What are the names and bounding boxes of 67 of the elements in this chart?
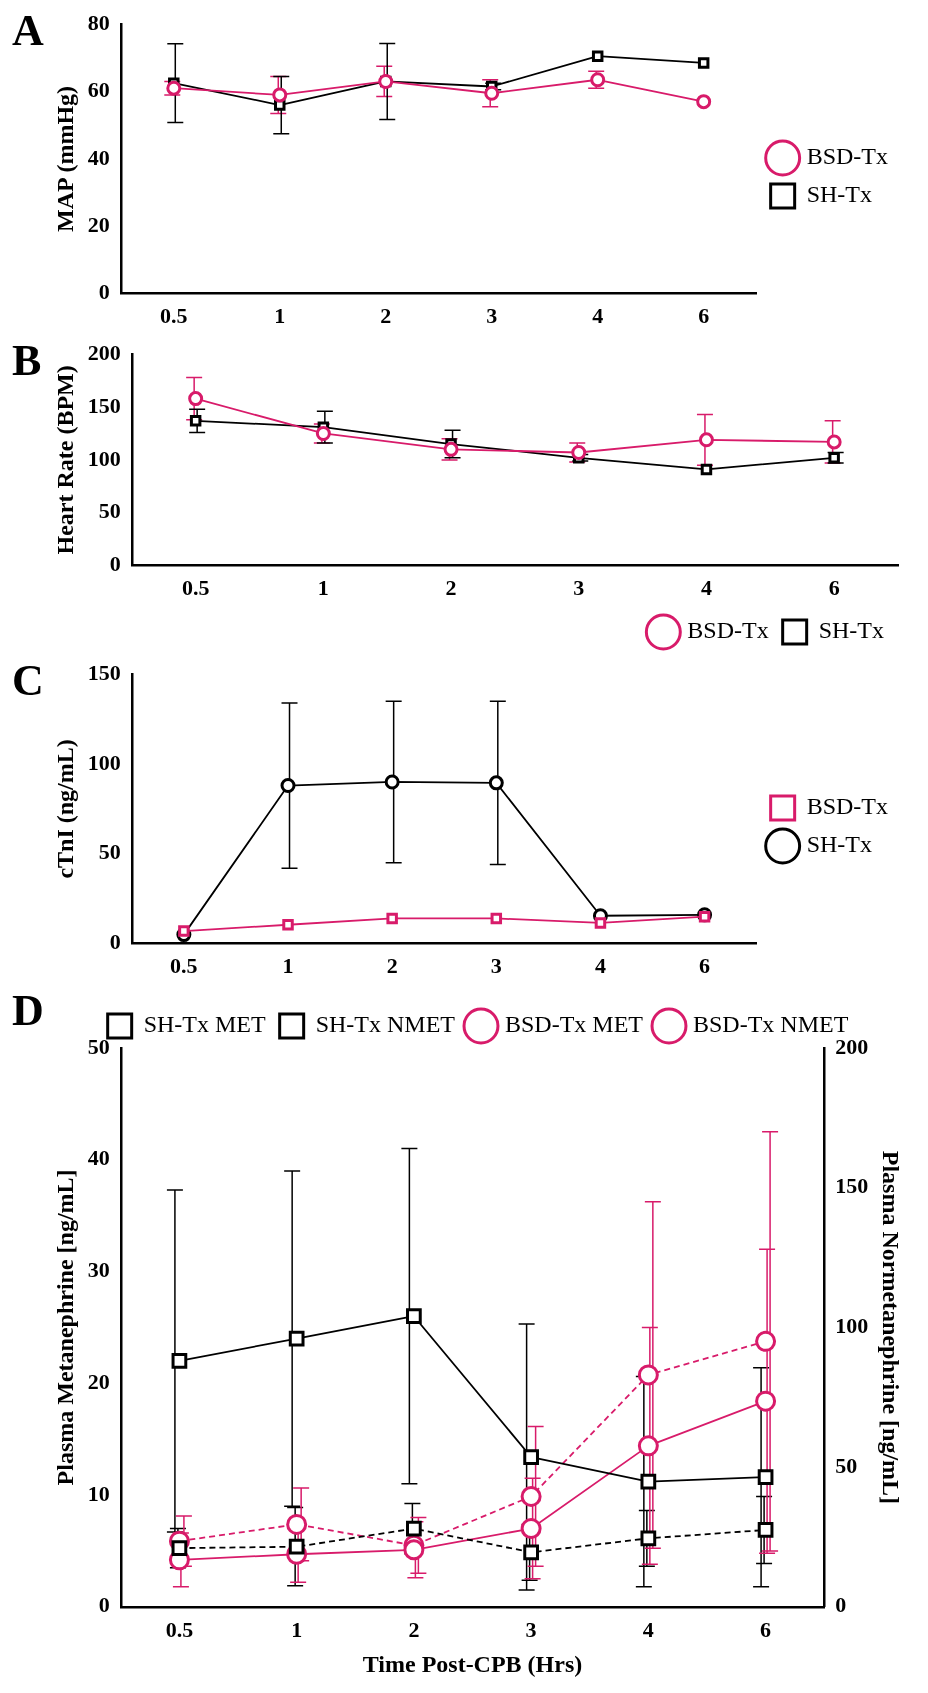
y-tick-label: 150 xyxy=(87,659,121,685)
y-tick-label: 60 xyxy=(87,77,110,103)
x-tick-label: 6 xyxy=(698,303,710,329)
x-tick-label: 3 xyxy=(490,953,502,979)
legend-label: SH-Tx MET xyxy=(143,1011,267,1038)
x-tick-label: 3 xyxy=(573,575,585,601)
legend-label: BSD-Tx MET xyxy=(504,1011,644,1038)
x-tick-label: 0.5 xyxy=(165,1616,194,1642)
x-tick-label: 3 xyxy=(525,1616,537,1642)
legend-label: SH-Tx NMET xyxy=(315,1011,456,1038)
x-tick-label: 0.5 xyxy=(170,953,198,979)
x-tick-label: 2 xyxy=(386,953,398,979)
text: A xyxy=(12,6,44,56)
y-tick-label: 40 xyxy=(87,1145,110,1171)
y-tick-label: 100 xyxy=(87,749,121,775)
x-tick-label: 1 xyxy=(291,1616,303,1642)
x-tick-label: 6 xyxy=(760,1616,772,1642)
x-tick-label: 0.5 xyxy=(181,575,210,601)
y-tick-label: 50 xyxy=(98,498,121,524)
y-axis-title: MAP (mmHg) xyxy=(51,85,78,232)
y-tick-label: 20 xyxy=(87,1368,110,1394)
x-tick-label: 4 xyxy=(700,575,712,601)
legend-label: SH-Tx xyxy=(806,181,872,208)
legend-label: BSD-Tx xyxy=(687,617,769,644)
y-tick-label: 0 xyxy=(98,279,110,305)
y-tick-label: 0 xyxy=(109,551,121,577)
legend-label: BSD-Tx xyxy=(806,793,888,820)
x-tick-label: 6 xyxy=(699,953,711,979)
x-tick-label: 1 xyxy=(274,303,286,329)
y-tick-label: 0 xyxy=(109,929,121,955)
x-axis-title: Time Post-CPB (Hrs) xyxy=(362,1650,583,1677)
legend-label: SH-Tx xyxy=(806,831,872,858)
y-tick-label: 50 xyxy=(87,1033,110,1059)
text: D xyxy=(12,986,44,1036)
y2-tick-label: 0 xyxy=(835,1592,847,1618)
x-tick-label: 1 xyxy=(317,575,329,601)
legend-label: SH-Tx xyxy=(818,617,885,644)
y2-axis-title: Plasma Normetanephrine [ng/mL] xyxy=(878,1150,905,1505)
y-tick-label: 30 xyxy=(87,1257,110,1283)
x-tick-label: 0.5 xyxy=(160,303,188,329)
y-tick-label: 80 xyxy=(87,9,110,35)
x-tick-label: 2 xyxy=(380,303,392,329)
x-tick-label: 4 xyxy=(594,953,606,979)
y-tick-label: 20 xyxy=(87,211,110,237)
y-tick-label: 50 xyxy=(98,839,121,865)
y2-tick-label: 50 xyxy=(835,1452,858,1478)
y2-tick-label: 100 xyxy=(835,1313,869,1339)
y-axis-title: Plasma Metanephrine [ng/mL] xyxy=(51,1169,78,1486)
y2-tick-label: 150 xyxy=(835,1173,869,1199)
y-axis-title: Heart Rate (BPM) xyxy=(51,365,78,555)
text: C xyxy=(12,656,44,706)
y-axis-title: cTnI (ng/mL) xyxy=(51,739,78,879)
y-tick-label: 40 xyxy=(87,144,110,170)
x-tick-label: 6 xyxy=(828,575,840,601)
x-tick-label: 4 xyxy=(592,303,604,329)
y-tick-label: 100 xyxy=(87,445,121,471)
x-tick-label: 3 xyxy=(486,303,498,329)
x-tick-label: 1 xyxy=(282,953,294,979)
legend-label: BSD-Tx xyxy=(806,143,888,170)
y-tick-label: 200 xyxy=(87,339,121,365)
y-tick-label: 150 xyxy=(87,392,121,418)
text: B xyxy=(12,336,42,386)
y-tick-label: 0 xyxy=(98,1592,110,1618)
y-tick-label: 10 xyxy=(87,1480,110,1506)
x-tick-label: 2 xyxy=(408,1616,420,1642)
x-tick-label: 2 xyxy=(445,575,457,601)
x-tick-label: 4 xyxy=(642,1616,654,1642)
